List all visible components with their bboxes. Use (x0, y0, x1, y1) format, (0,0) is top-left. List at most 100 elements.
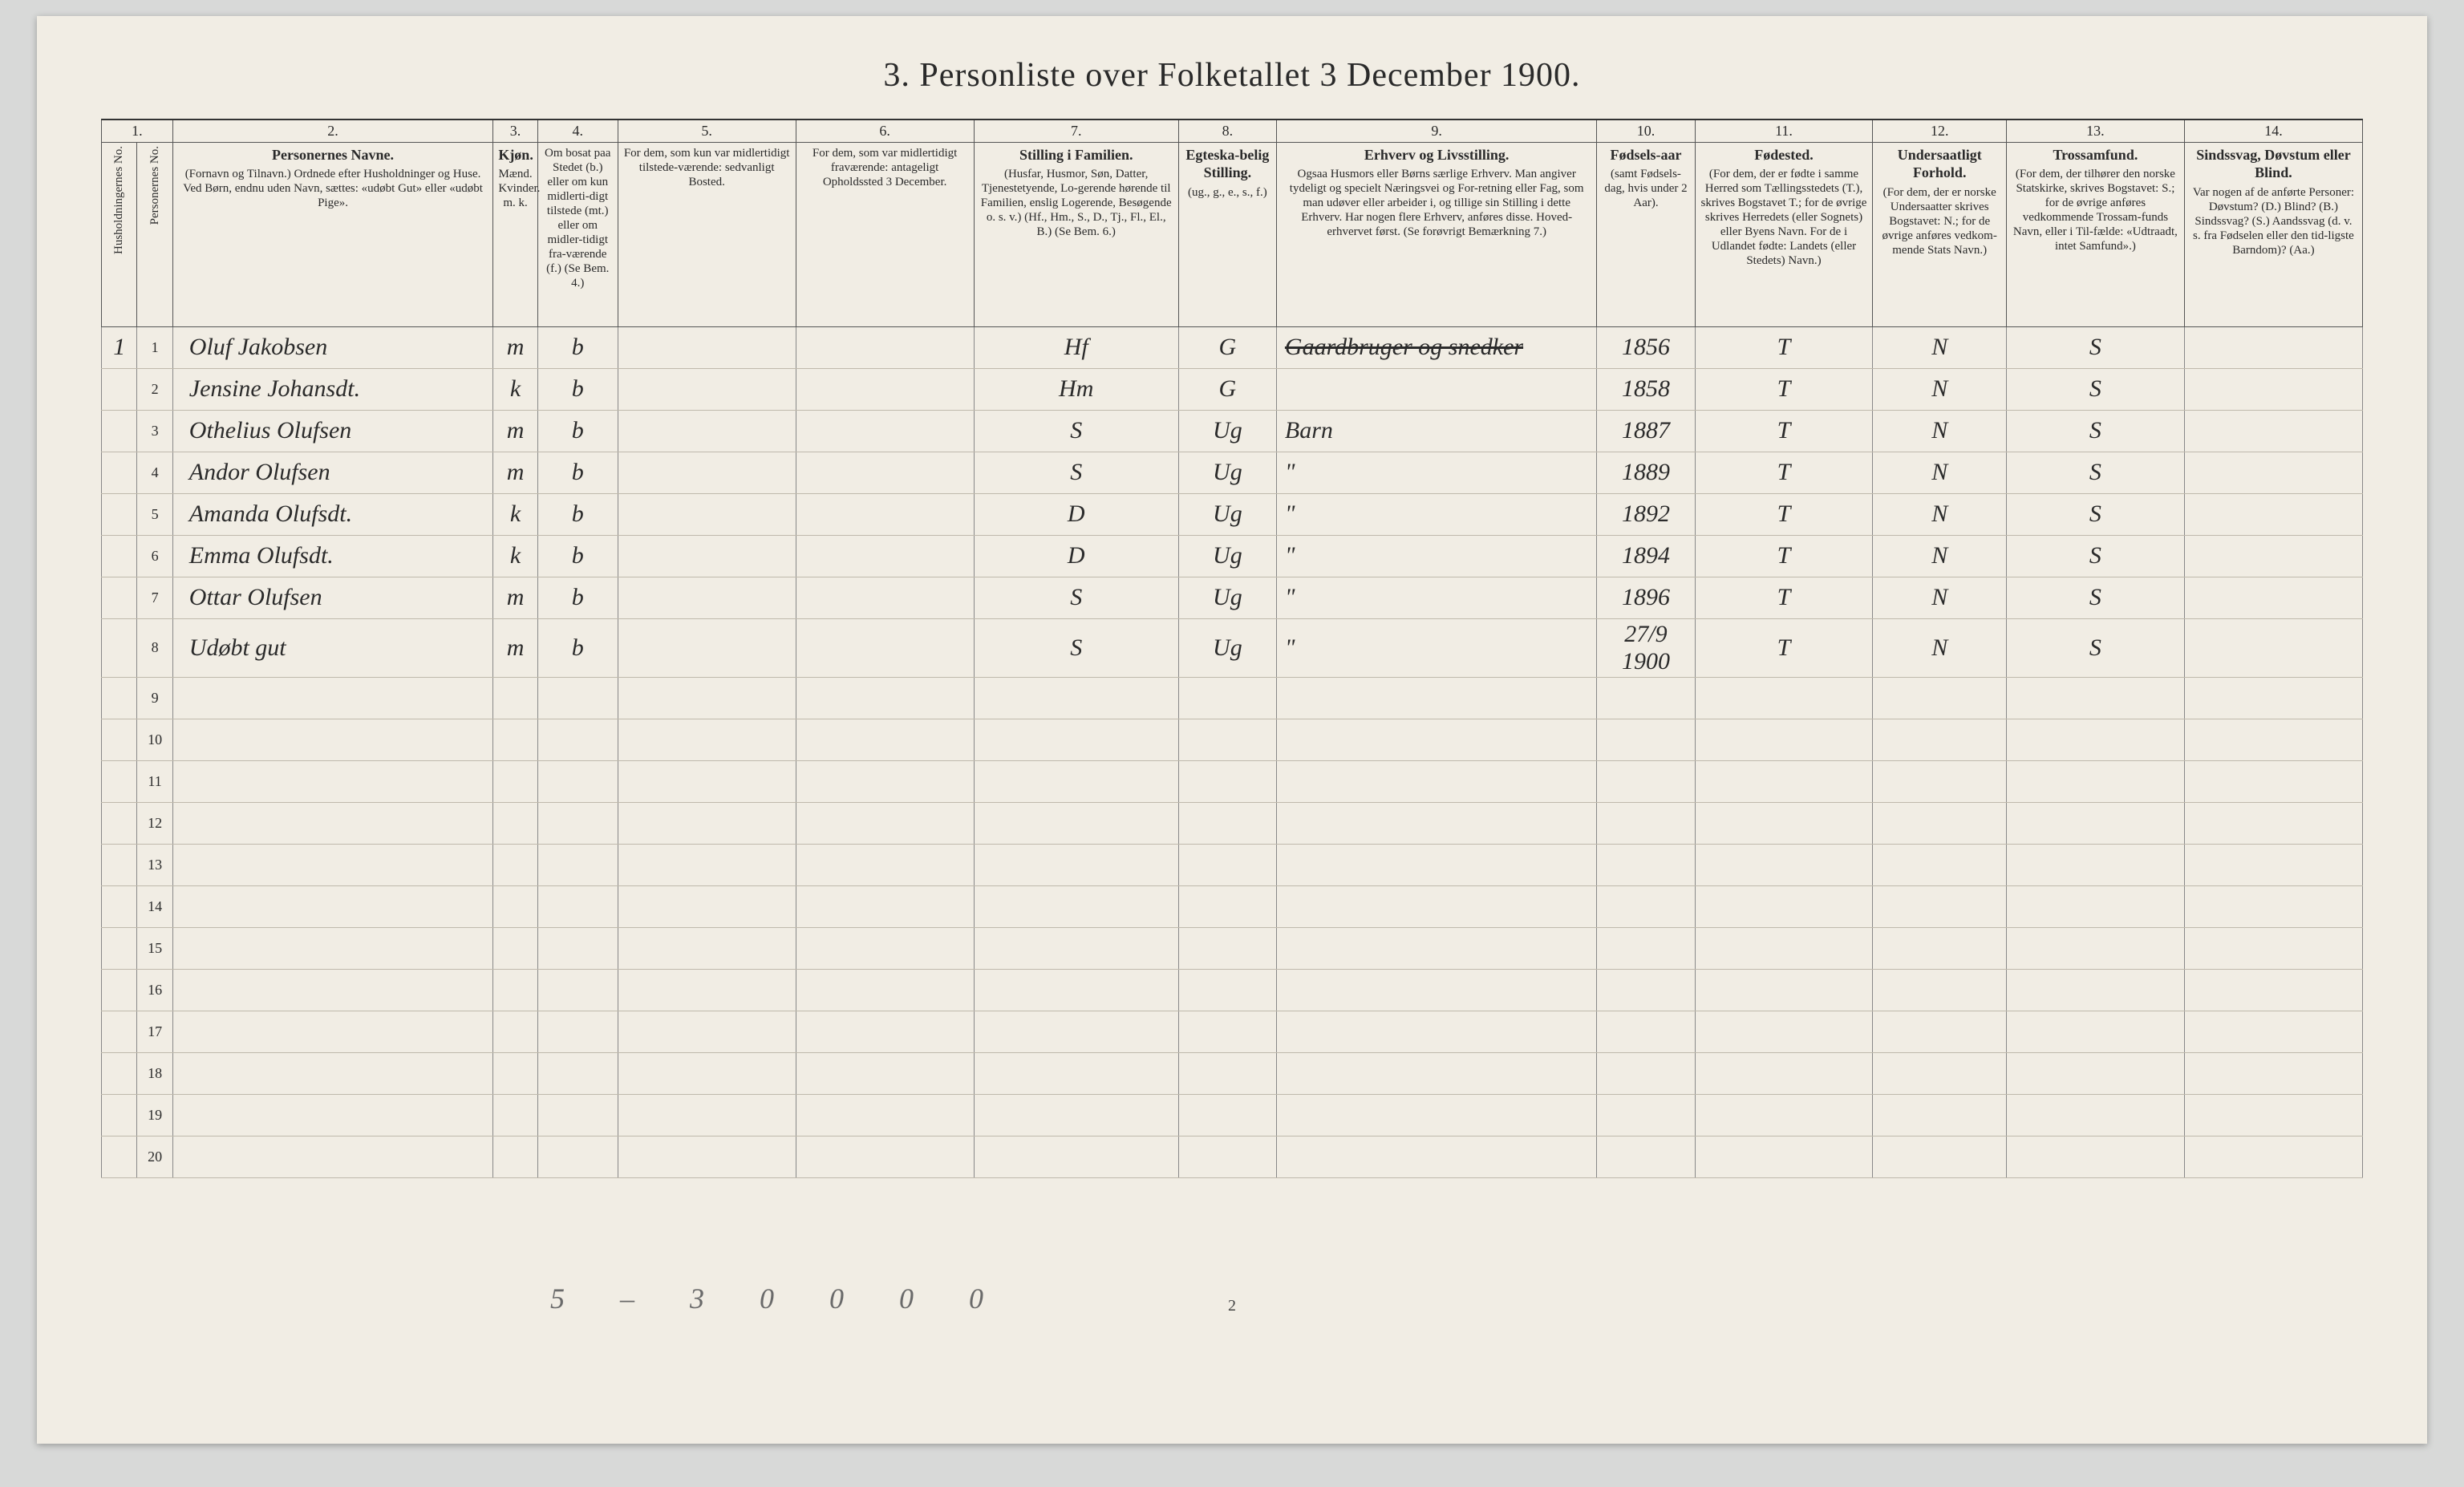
table-row-empty: 10 (102, 719, 2363, 760)
cell-household-no: 1 (102, 326, 137, 368)
cell-birthyear: 1896 (1597, 577, 1695, 618)
table-row-empty: 20 (102, 1136, 2363, 1177)
table-row-empty: 12 (102, 802, 2363, 844)
cell-disability (2184, 618, 2362, 677)
cell-birthplace: T (1695, 618, 1873, 677)
cell-birthplace: T (1695, 326, 1873, 368)
colnum-4: 4. (537, 120, 618, 142)
cell-birthplace: T (1695, 535, 1873, 577)
table-row: 7Ottar OlufsenmbSUg"1896TNS (102, 577, 2363, 618)
cell-name: Amanda Olufsdt. (172, 493, 493, 535)
cell-nationality: N (1873, 535, 2006, 577)
cell-sex: m (493, 326, 537, 368)
cell-temp-present (618, 618, 796, 677)
cell-occupation: Gaardbruger og snedker (1276, 326, 1597, 368)
cell-temp-absent (796, 577, 974, 618)
cell-person-no: 5 (137, 493, 172, 535)
table-row: 5Amanda Olufsdt.kbDUg"1892TNS (102, 493, 2363, 535)
colhead-occupation: Erhverv og Livsstilling. Ogsaa Husmors e… (1276, 142, 1597, 326)
cell-presence: b (537, 326, 618, 368)
cell-sex: m (493, 452, 537, 493)
cell-temp-present (618, 577, 796, 618)
cell-temp-absent (796, 410, 974, 452)
cell-name: Jensine Johansdt. (172, 368, 493, 410)
cell-household-no (102, 577, 137, 618)
cell-sex: k (493, 368, 537, 410)
table-row: 6Emma Olufsdt.kbDUg"1894TNS (102, 535, 2363, 577)
cell-marital: Ug (1178, 618, 1276, 677)
cell-nationality: N (1873, 493, 2006, 535)
cell-household-no (102, 535, 137, 577)
cell-household-no (102, 618, 137, 677)
cell-family-pos: S (974, 577, 1178, 618)
cell-birthyear: 1887 (1597, 410, 1695, 452)
cell-temp-absent (796, 618, 974, 677)
cell-marital: G (1178, 368, 1276, 410)
cell-religion: S (2006, 493, 2184, 535)
cell-name: Udøbt gut (172, 618, 493, 677)
cell-person-no: 16 (137, 969, 172, 1011)
colhead-birthyear: Fødsels-aar (samt Fødsels-dag, hvis unde… (1597, 142, 1695, 326)
cell-household-no (102, 368, 137, 410)
cell-person-no: 8 (137, 618, 172, 677)
colnum-12: 12. (1873, 120, 2006, 142)
table-row: 3Othelius OlufsenmbSUgBarn1887TNS (102, 410, 2363, 452)
colnum-2: 2. (172, 120, 493, 142)
cell-nationality: N (1873, 368, 2006, 410)
cell-person-no: 4 (137, 452, 172, 493)
cell-household-no (102, 410, 137, 452)
cell-name: Andor Olufsen (172, 452, 493, 493)
colhead-marital: Egteska-belig Stilling. (ug., g., e., s.… (1178, 142, 1276, 326)
colnum-13: 13. (2006, 120, 2184, 142)
cell-person-no: 18 (137, 1052, 172, 1094)
colnum-8: 8. (1178, 120, 1276, 142)
cell-presence: b (537, 452, 618, 493)
colnum-11: 11. (1695, 120, 1873, 142)
cell-sex: m (493, 577, 537, 618)
cell-sex: k (493, 493, 537, 535)
cell-occupation: Barn (1276, 410, 1597, 452)
colhead-family-pos: Stilling i Familien. (Husfar, Husmor, Sø… (974, 142, 1178, 326)
table-row: 2Jensine Johansdt.kbHmG1858TNS (102, 368, 2363, 410)
table-row-empty: 14 (102, 885, 2363, 927)
cell-presence: b (537, 535, 618, 577)
cell-person-no: 12 (137, 802, 172, 844)
colnum-3: 3. (493, 120, 537, 142)
cell-person-no: 3 (137, 410, 172, 452)
cell-temp-present (618, 326, 796, 368)
cell-birthplace: T (1695, 368, 1873, 410)
cell-temp-present (618, 535, 796, 577)
colhead-disability: Sindssvag, Døvstum eller Blind. Var noge… (2184, 142, 2362, 326)
footer-tally: 5 – 3 0 0 0 0 (550, 1282, 1007, 1315)
cell-birthyear: 1858 (1597, 368, 1695, 410)
cell-disability (2184, 577, 2362, 618)
cell-presence: b (537, 618, 618, 677)
cell-disability (2184, 326, 2362, 368)
table-row: 11Oluf JakobsenmbHfGGaardbruger og snedk… (102, 326, 2363, 368)
table-row: 8Udøbt gutmbSUg"27/9 1900TNS (102, 618, 2363, 677)
cell-nationality: N (1873, 410, 2006, 452)
cell-religion: S (2006, 368, 2184, 410)
cell-family-pos: Hf (974, 326, 1178, 368)
table-row-empty: 16 (102, 969, 2363, 1011)
table-body: 11Oluf JakobsenmbHfGGaardbruger og snedk… (102, 326, 2363, 1177)
cell-person-no: 17 (137, 1011, 172, 1052)
cell-person-no: 1 (137, 326, 172, 368)
cell-marital: Ug (1178, 410, 1276, 452)
cell-person-no: 20 (137, 1136, 172, 1177)
cell-disability (2184, 452, 2362, 493)
cell-occupation: " (1276, 493, 1597, 535)
table-row-empty: 15 (102, 927, 2363, 969)
cell-birthyear: 1856 (1597, 326, 1695, 368)
cell-person-no: 11 (137, 760, 172, 802)
cell-presence: b (537, 493, 618, 535)
colhead-person-no: Personernes No. (137, 142, 172, 326)
cell-family-pos: D (974, 493, 1178, 535)
cell-sex: m (493, 410, 537, 452)
cell-family-pos: D (974, 535, 1178, 577)
cell-disability (2184, 410, 2362, 452)
cell-disability (2184, 368, 2362, 410)
cell-family-pos: Hm (974, 368, 1178, 410)
cell-birthplace: T (1695, 577, 1873, 618)
cell-temp-present (618, 410, 796, 452)
